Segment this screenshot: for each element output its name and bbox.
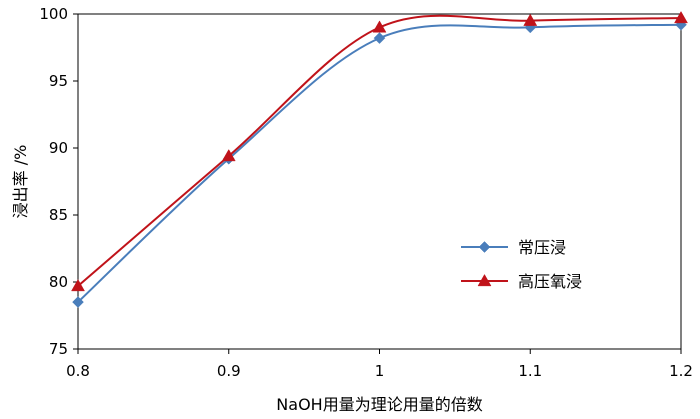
x-tick-label: 0.9 — [217, 362, 241, 380]
plot-border — [77, 13, 682, 350]
x-axis-title: NaOH用量为理论用量的倍数 — [276, 395, 482, 414]
legend-item: 高压氧浸 — [461, 272, 582, 291]
x-tick-label: 1.1 — [518, 362, 542, 380]
series-layer — [71, 11, 688, 308]
legend-item: 常压浸 — [461, 238, 566, 257]
y-tick-label: 85 — [49, 206, 68, 224]
legend-label: 高压氧浸 — [518, 272, 582, 291]
legend-label: 常压浸 — [518, 238, 566, 257]
y-tick-label: 75 — [49, 340, 68, 358]
plot-frame — [77, 13, 682, 350]
series-2 — [71, 11, 688, 292]
data-point — [523, 13, 538, 26]
y-axis-title: 浸出率 /% — [11, 145, 30, 219]
legend-marker — [478, 241, 491, 253]
data-point — [71, 279, 85, 292]
data-point — [373, 32, 386, 44]
y-tick-label: 95 — [49, 72, 68, 90]
series-line — [77, 23, 682, 303]
x-tick-label: 0.8 — [66, 362, 90, 380]
y-tick-label: 80 — [49, 273, 68, 291]
data-point — [674, 11, 688, 24]
x-tick-label: 1 — [375, 362, 385, 380]
x-axis: 0.8 0.9 1 1.1 1.2 — [66, 349, 693, 380]
x-tick-label: 1.2 — [669, 362, 693, 380]
legend-marker — [477, 273, 492, 287]
series-1 — [72, 18, 687, 308]
y-tick-label: 100 — [39, 5, 68, 23]
y-axis: 75 80 85 90 95 100 — [39, 5, 78, 358]
data-point — [221, 149, 236, 162]
data-point — [372, 20, 387, 33]
data-point — [72, 296, 84, 308]
y-tick-label: 90 — [49, 139, 68, 157]
series-line — [77, 14, 682, 287]
